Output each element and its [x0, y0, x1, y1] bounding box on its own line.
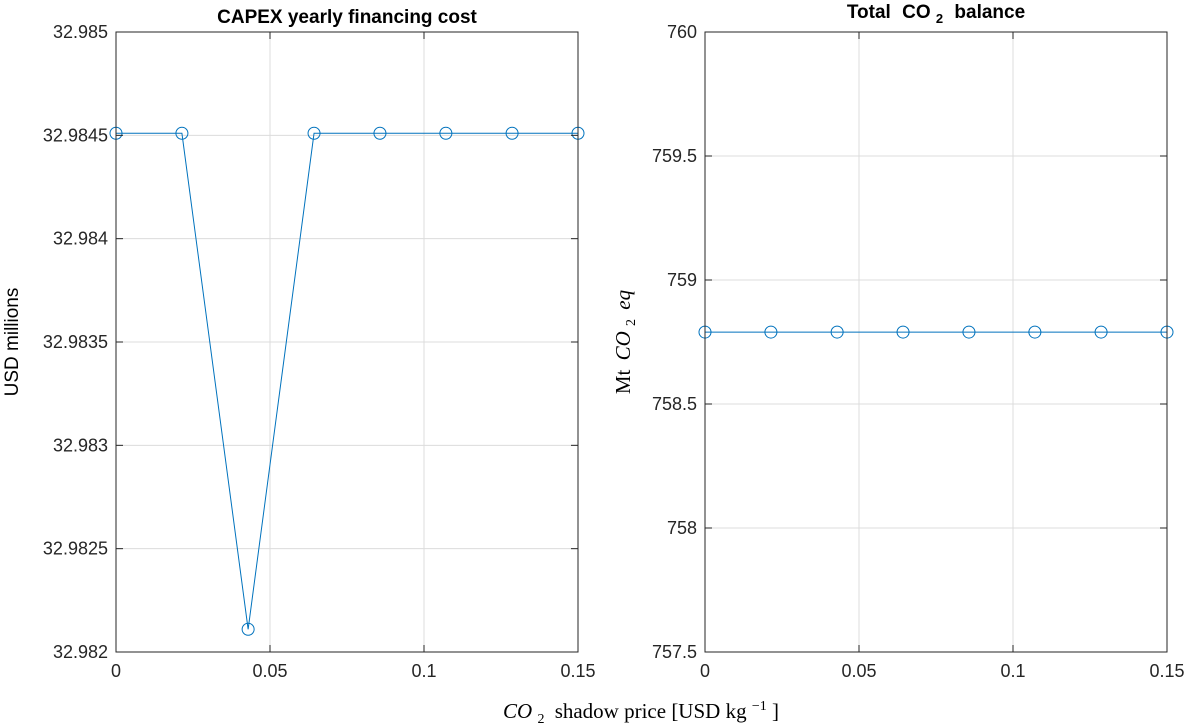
co2-x-tick-label: 0: [700, 661, 710, 681]
capex-y-tick-label: 32.9845: [43, 125, 108, 145]
capex-data-point: [373, 126, 387, 140]
capex-data-point: [505, 126, 519, 140]
co2-axes: [704, 31, 1168, 653]
xlabel-sup: −1: [752, 699, 767, 714]
co2-balance-chart-panel: 0 0.05 0.1 0.15 757.5 758 758.5 759 759.5 760 Tot…: [611, 2, 1185, 681]
co2-y-axis-label: Mt CO 2 eq: [611, 289, 640, 394]
co2-y-tick-label: 757.5: [652, 642, 697, 662]
co2-ylabel-sub: 2: [624, 319, 639, 326]
co2-y-tick-label: 759: [667, 270, 697, 290]
capex-x-tick-label: 0.05: [252, 661, 287, 681]
co2-ylabel-co: CO: [611, 331, 635, 360]
co2-data-point: [1028, 325, 1042, 339]
xlabel-co: CO: [503, 699, 532, 723]
co2-ylabel-pre: Mt: [611, 369, 635, 394]
capex-x-tick-label: 0.1: [411, 661, 436, 681]
co2-data-point: [896, 325, 910, 339]
capex-y-tick-label: 32.985: [53, 22, 108, 42]
capex-grid: [115, 31, 579, 653]
co2-title-sub: 2: [936, 11, 943, 26]
co2-series: [698, 325, 1174, 339]
co2-ticks: 0 0.05 0.1 0.15 757.5 758 758.5 759 759.5 760: [652, 22, 1185, 681]
capex-x-tick-label: 0: [111, 661, 121, 681]
capex-y-tick-label: 32.9825: [43, 539, 108, 559]
xlabel-mid: shadow price [USD kg: [555, 699, 747, 723]
capex-y-axis-label: USD millions: [2, 288, 23, 397]
capex-y-tick-label: 32.983: [53, 435, 108, 455]
capex-series: [109, 126, 585, 636]
co2-ylabel-post: eq: [611, 289, 635, 309]
co2-y-tick-label: 758.5: [652, 394, 697, 414]
co2-data-point: [764, 325, 778, 339]
capex-data-point: [307, 126, 321, 140]
co2-x-tick-label: 0.15: [1149, 661, 1184, 681]
co2-x-tick-label: 0.1: [1000, 661, 1025, 681]
co2-title-co: CO: [902, 2, 931, 23]
capex-data-point: [175, 126, 189, 140]
co2-chart-title: Total CO 2 balance: [847, 2, 1025, 28]
xlabel-sub: 2: [537, 712, 544, 727]
co2-y-tick-label: 760: [667, 22, 697, 42]
capex-chart-title: CAPEX yearly financing cost: [217, 7, 477, 28]
co2-grid: [704, 31, 1168, 653]
capex-x-tick-label: 0.15: [560, 661, 595, 681]
co2-data-point: [962, 325, 976, 339]
capex-series-line: [116, 132, 578, 630]
shared-x-axis-label: CO 2 shadow price [USD kg −1 ]: [503, 691, 779, 728]
co2-title-post: balance: [954, 2, 1025, 23]
capex-data-point: [241, 622, 255, 636]
co2-data-point: [1094, 325, 1108, 339]
xlabel-end: ]: [772, 699, 779, 723]
co2-y-tick-label: 759.5: [652, 146, 697, 166]
co2-title-pre: Total: [847, 2, 891, 23]
capex-y-tick-label: 32.9835: [43, 332, 108, 352]
capex-data-point: [439, 126, 453, 140]
co2-data-point: [830, 325, 844, 339]
co2-y-tick-label: 758: [667, 518, 697, 538]
capex-y-tick-label: 32.984: [53, 229, 108, 249]
co2-axes-box: [704, 31, 1168, 653]
capex-y-tick-label: 32.982: [53, 642, 108, 662]
co2-x-tick-label: 0.05: [841, 661, 876, 681]
capex-chart-panel: 0 0.05 0.1 0.15 32.982 32.9825 32.983 32.9835 32…: [2, 7, 596, 681]
capex-ticks: 0 0.05 0.1 0.15 32.982 32.9825 32.983 32.9835 32…: [43, 22, 596, 681]
